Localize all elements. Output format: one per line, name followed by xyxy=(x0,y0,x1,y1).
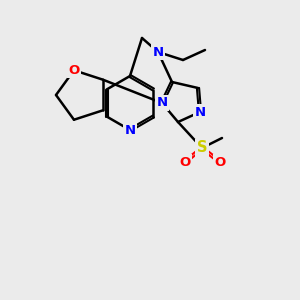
Text: N: N xyxy=(124,124,136,136)
Text: N: N xyxy=(194,106,206,118)
Text: N: N xyxy=(156,97,168,110)
Text: O: O xyxy=(214,155,226,169)
Text: O: O xyxy=(68,64,80,77)
Text: O: O xyxy=(179,155,191,169)
Text: N: N xyxy=(152,46,164,59)
Text: S: S xyxy=(197,140,207,155)
